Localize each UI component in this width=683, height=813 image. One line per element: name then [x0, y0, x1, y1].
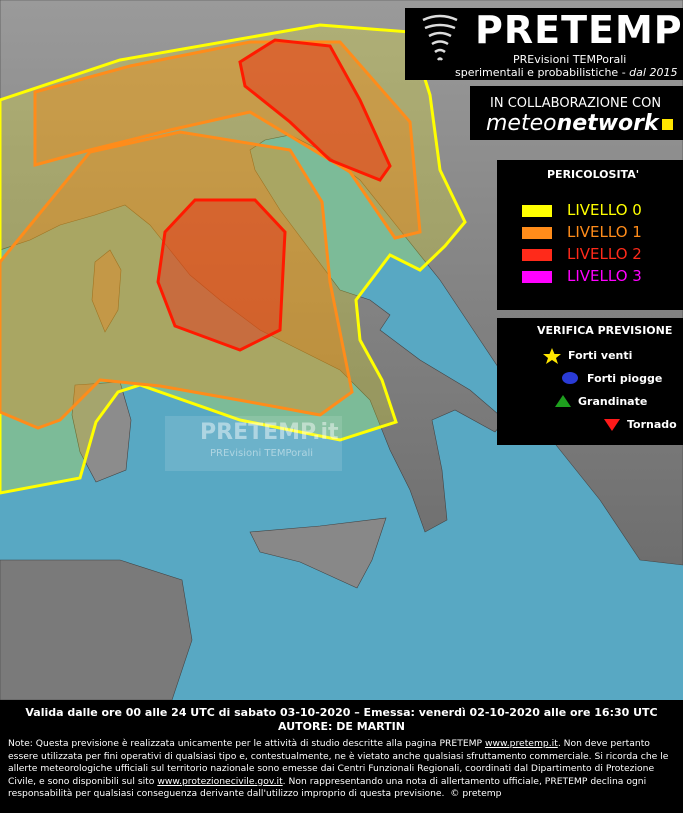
verification-item: Tornado: [627, 418, 677, 431]
tagline: sperimentali e probabilistiche - dal 201…: [455, 66, 677, 79]
partner-square: [661, 119, 673, 130]
collaboration: IN COLLABORAZIONE CON meteonetwork: [470, 86, 683, 140]
watermark-box: [165, 416, 342, 471]
legend-label: LIVELLO 3: [567, 267, 642, 285]
partner: meteonetwork: [486, 111, 673, 136]
verification-item: Forti venti: [568, 349, 633, 362]
sicily: [249, 517, 387, 589]
footer: Valida dalle ore 00 alle 24 UTC di sabat…: [0, 700, 683, 813]
risk-area-level-1: [33, 40, 422, 240]
corsica: [91, 249, 122, 333]
wind-symbol: [543, 348, 561, 364]
verification-item: Grandinate: [578, 395, 648, 408]
verification-title: VERIFICA PREVISIONE: [537, 324, 673, 337]
link[interactable]: www.pretemp.it: [485, 738, 558, 749]
collab-label: IN COLLABORAZIONE CON: [490, 96, 662, 111]
partner-b: network: [556, 111, 659, 136]
link[interactable]: www.protezionecivile.gov.it: [157, 775, 283, 787]
legend-swatch: [522, 271, 552, 283]
header: PRETEMP PREvisioni TEMPorali sperimental…: [405, 8, 683, 80]
watermark-title: PRETEMP.it: [200, 420, 339, 445]
legend-title: PERICOLOSITA': [547, 168, 640, 181]
risk-area-level-2: [156, 198, 287, 352]
hail-symbol: [555, 395, 571, 407]
africa: [0, 559, 193, 700]
watermark-subtitle: PREvisioni TEMPorali: [210, 448, 314, 459]
verification-item: Forti piogge: [587, 372, 663, 385]
author: AUTORE: DE MARTIN: [278, 720, 405, 733]
legend-label: LIVELLO 2: [567, 245, 642, 263]
land: [0, 0, 683, 566]
subtitle: PREvisioni TEMPorali: [513, 53, 627, 66]
verification-symbols: [543, 348, 620, 431]
since: dal 2015: [629, 66, 678, 79]
partner-a: meteo: [486, 111, 557, 136]
verification: VERIFICA PREVISIONE: [497, 318, 683, 445]
legend-swatch: [522, 249, 552, 261]
title: PRETEMP: [475, 8, 683, 52]
note: Note: Questa previsione è realizzata uni…: [8, 738, 676, 801]
note-text: . Non rappresentando una nota di allerta…: [8, 775, 650, 800]
legend-swatch: [522, 205, 552, 217]
note-text: Note: Questa previsione è realizzata uni…: [8, 738, 486, 749]
validity: Valida dalle ore 00 alle 24 UTC di sabat…: [25, 706, 658, 719]
tornado-symbol: [604, 419, 620, 431]
risk-area-level-1: [0, 130, 354, 430]
note-text: . Non deve pertanto essere utilizzata pe…: [8, 738, 672, 787]
legend-label: LIVELLO 1: [567, 223, 642, 241]
tagline-text: sperimentali e probabilistiche -: [455, 66, 630, 79]
legend-label: LIVELLO 0: [567, 201, 642, 219]
legend: PERICOLOSITA' LIVELLO 0 LIVELLO 1 LIVELL…: [497, 160, 683, 310]
tornado-icon: [422, 14, 458, 61]
legend-swatch: [522, 227, 552, 239]
rain-symbol: [562, 372, 578, 384]
risk-area-level-2: [238, 38, 392, 182]
